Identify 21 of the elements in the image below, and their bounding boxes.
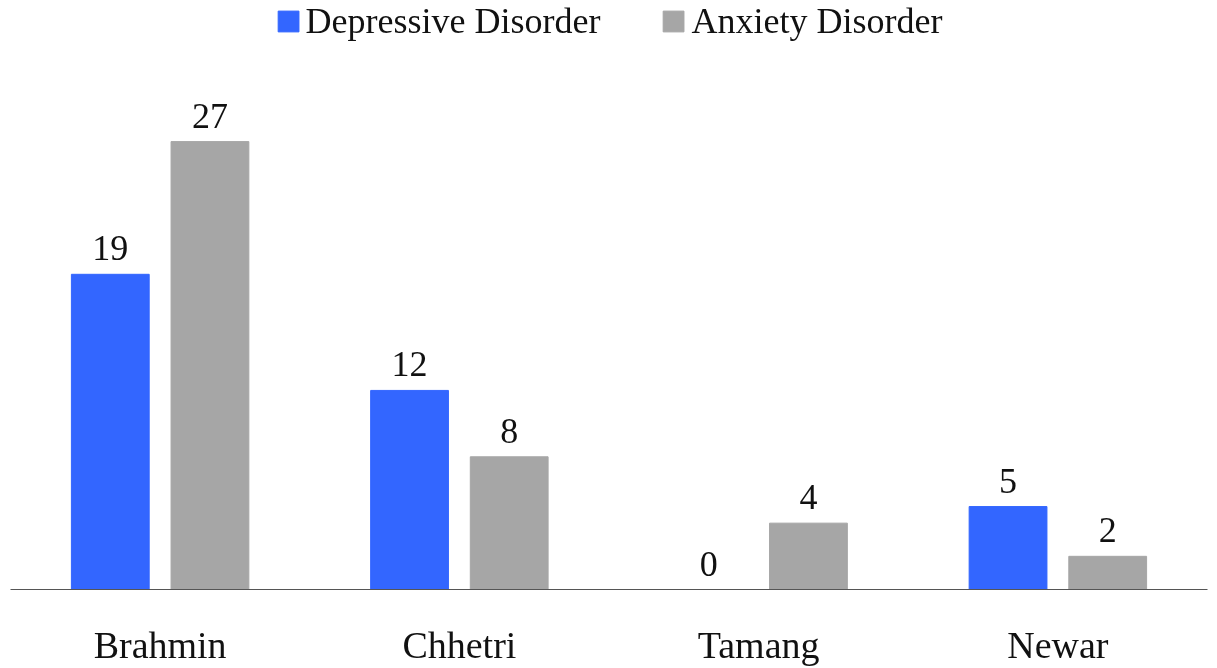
x-tick-label: Tamang xyxy=(697,623,820,666)
legend-label: Depressive Disorder xyxy=(305,0,601,42)
x-tick-label: Chhetri xyxy=(402,623,517,666)
legend-label: Anxiety Disorder xyxy=(691,0,943,42)
data-label: 12 xyxy=(391,344,428,385)
bar xyxy=(170,141,250,590)
bar xyxy=(769,522,848,590)
x-tick-label: Newar xyxy=(1007,623,1109,666)
bar xyxy=(968,506,1048,590)
x-tick-label: Brahmin xyxy=(93,623,227,666)
data-label: 19 xyxy=(92,228,129,269)
data-label: 2 xyxy=(1098,510,1117,551)
bar xyxy=(370,389,449,590)
data-label: 0 xyxy=(699,543,718,584)
bar xyxy=(469,456,549,590)
data-label: 4 xyxy=(799,477,818,518)
bar xyxy=(70,273,150,590)
data-label: 8 xyxy=(500,410,519,451)
data-label: 5 xyxy=(999,460,1018,501)
data-label: 27 xyxy=(191,95,228,136)
bar xyxy=(1068,555,1148,590)
